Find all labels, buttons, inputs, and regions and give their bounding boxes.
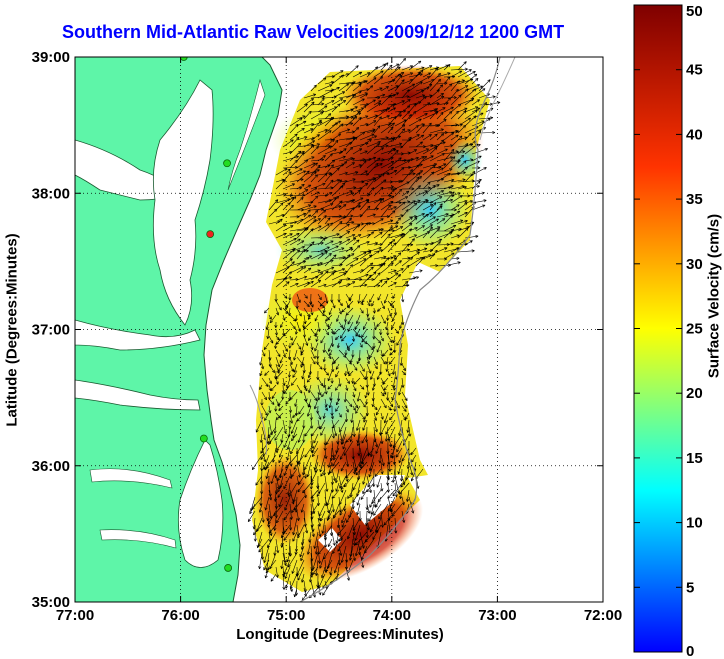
x-tick-label: 74:00 (373, 607, 411, 624)
colorbar-tick-label: 25 (686, 321, 703, 338)
colorbar (633, 4, 683, 653)
station-marker (223, 159, 231, 168)
colorbar-tick-label: 5 (686, 579, 694, 596)
station-marker (199, 434, 208, 443)
velocity-field (252, 65, 490, 592)
land-mass (75, 57, 283, 602)
y-tick-label: 37:00 (32, 322, 70, 339)
colorbar-tick-label: 20 (686, 385, 703, 402)
x-tick-label: 73:00 (478, 607, 516, 624)
colorbar-tick-label: 0 (686, 643, 694, 659)
colorbar-tick-label: 10 (686, 515, 703, 532)
x-tick-label: 76:00 (161, 607, 199, 624)
station-marker (224, 564, 233, 572)
y-tick-label: 38:00 (32, 185, 70, 202)
station-marker (206, 230, 215, 239)
x-axis-label: Longitude (Degrees:Minutes) (236, 626, 444, 643)
bathymetry-contour (299, 57, 501, 602)
x-tick-label: 72:00 (584, 607, 622, 624)
radar-stations (179, 57, 233, 572)
colorbar-tick-label: 40 (686, 126, 703, 143)
y-tick-label: 36:00 (32, 458, 70, 475)
y-axis-ticks: 39:00 38:00 37:00 36:00 35:00 (32, 49, 603, 611)
grid-lines (75, 57, 603, 602)
colorbar-tick-label: 30 (686, 256, 703, 273)
x-tick-label: 77:00 (56, 607, 94, 624)
colorbar-tick-label: 35 (686, 191, 703, 208)
map-title: Southern Mid-Atlantic Raw Velocities 200… (62, 22, 565, 42)
colorbar-tick-label: 50 (686, 3, 703, 20)
y-tick-label: 39:00 (32, 49, 70, 66)
colorbar-tick-label: 45 (686, 62, 703, 79)
y-tick-label: 35:00 (32, 594, 70, 611)
station-marker (179, 57, 188, 61)
colorbar-tick-label: 15 (686, 450, 703, 467)
x-tick-label: 75:00 (267, 607, 305, 624)
x-axis-ticks: 77:00 76:00 75:00 74:00 73:00 72:00 (56, 57, 622, 624)
